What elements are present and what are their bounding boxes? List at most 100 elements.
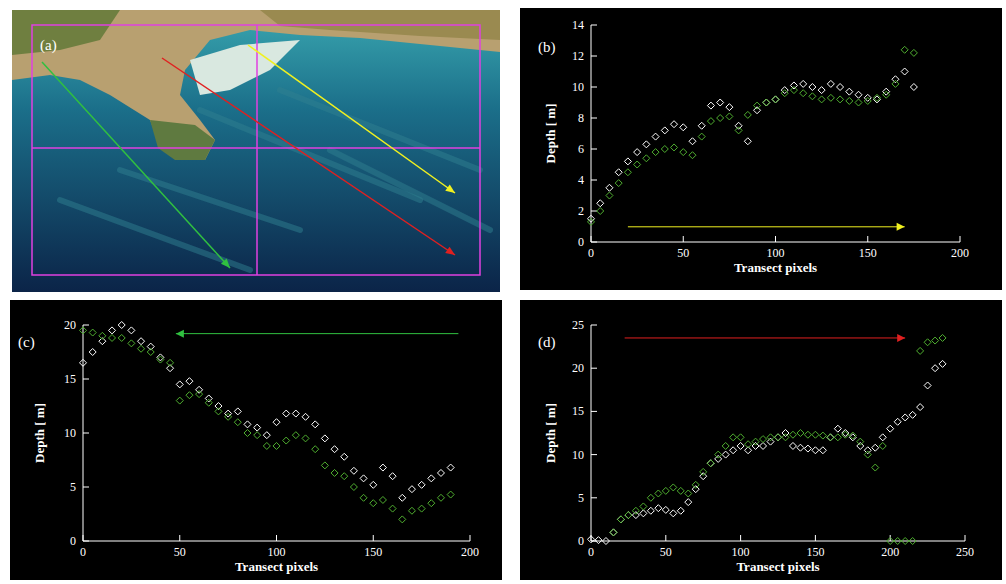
point [730, 447, 737, 454]
x-tick [591, 236, 592, 242]
y-tick [591, 87, 597, 88]
point [109, 327, 116, 334]
y-tick [591, 325, 597, 326]
y-tick [83, 487, 89, 488]
point [873, 94, 880, 101]
point [408, 507, 415, 514]
point [617, 516, 624, 523]
point [597, 200, 604, 207]
point [263, 442, 270, 449]
point [640, 510, 647, 517]
x-tick-label: 150 [806, 545, 824, 559]
point [775, 434, 782, 441]
point [879, 442, 886, 449]
transect-line [248, 45, 455, 193]
point [89, 329, 96, 336]
point [643, 141, 650, 148]
point [254, 432, 261, 439]
point [244, 421, 251, 428]
y-tick-label: 0 [70, 534, 76, 548]
point [312, 446, 319, 453]
point [350, 484, 357, 491]
point [128, 327, 135, 334]
point [283, 437, 290, 444]
transect-arrowhead [445, 184, 455, 193]
x-axis-title: Transect pixels [736, 559, 819, 574]
point [883, 91, 890, 98]
x-tick [867, 236, 868, 242]
y-tick [83, 433, 89, 434]
point [692, 486, 699, 493]
point [643, 155, 650, 162]
point [939, 334, 946, 341]
point [722, 442, 729, 449]
y-tick-label: 4 [578, 173, 584, 187]
x-tick-label: 150 [364, 545, 382, 559]
y-tick-label: 12 [572, 49, 584, 63]
grid-line [256, 25, 258, 275]
point [196, 391, 203, 398]
x-tick [179, 535, 180, 541]
point [670, 510, 677, 517]
panel-background [520, 8, 1002, 290]
point [341, 453, 348, 460]
y-tick-label: 5 [70, 480, 76, 494]
point [610, 529, 617, 536]
direction-arrowhead [176, 330, 184, 338]
point [632, 507, 639, 514]
point [819, 432, 826, 439]
x-tick [83, 535, 84, 541]
panel-background [520, 300, 1002, 580]
y-tick-label: 0 [578, 534, 584, 548]
point [797, 430, 804, 437]
point [855, 91, 862, 98]
point [857, 438, 864, 445]
point [901, 68, 908, 75]
point [790, 82, 797, 89]
vegetation [12, 10, 120, 55]
point [263, 432, 270, 439]
point [196, 386, 203, 393]
point [752, 442, 759, 449]
y-axis-title: Depth [ m] [32, 403, 47, 463]
point [615, 169, 622, 176]
point [827, 80, 834, 87]
point [670, 484, 677, 491]
grid-line [32, 147, 480, 149]
panel-letter: (c) [18, 334, 35, 351]
point [186, 378, 193, 385]
y-tick-label: 20 [64, 318, 76, 332]
point [625, 512, 632, 519]
point [772, 96, 779, 103]
point [917, 404, 924, 411]
point [677, 487, 684, 494]
land [12, 10, 500, 160]
sea [12, 10, 500, 292]
point [350, 467, 357, 474]
point [782, 430, 789, 437]
x-tick-label: 200 [951, 246, 969, 260]
point [902, 538, 909, 545]
point [138, 345, 145, 352]
map-panel: (a) [12, 10, 500, 292]
point [857, 442, 864, 449]
island [150, 120, 215, 160]
point [321, 462, 328, 469]
point [273, 442, 280, 449]
point [789, 431, 796, 438]
point [837, 96, 844, 103]
point [689, 152, 696, 159]
point [597, 208, 604, 215]
chart-panel: 0510152025050100150200250Transect pixels… [520, 300, 1002, 580]
point [215, 408, 222, 415]
reef [120, 170, 300, 230]
point [234, 408, 241, 415]
panel-letter: (a) [40, 37, 57, 54]
point [800, 90, 807, 97]
point [715, 451, 722, 458]
x-tick-label: 0 [588, 246, 594, 260]
point [186, 392, 193, 399]
point [624, 158, 631, 165]
point [819, 447, 826, 454]
point [685, 490, 692, 497]
